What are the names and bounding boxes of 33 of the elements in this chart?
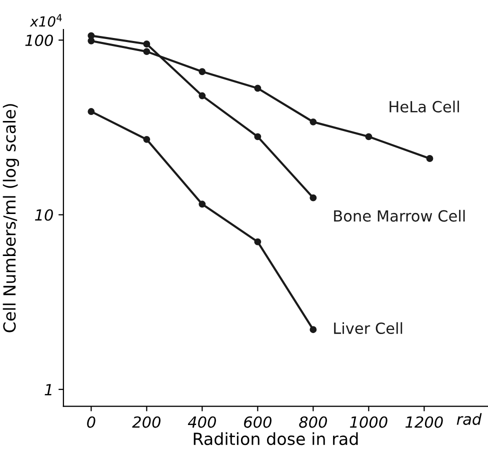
point [254,84,262,92]
point [88,108,95,116]
point [254,133,262,140]
point [310,326,317,334]
x-tick-label: 200 [132,416,160,428]
x-axis-title: Radition dose in rad [194,432,358,446]
point [143,40,150,48]
point [143,48,150,56]
x-tick-label: 400 [188,416,216,428]
text: rad [456,413,482,425]
point [143,136,150,143]
point [198,68,206,76]
y-tick-label: 1 [44,384,52,396]
point [88,32,95,40]
point [426,155,434,162]
y-tick-label: 100 [25,34,53,46]
x-tick-label: 600 [244,416,272,428]
y-axis-title: Cell Numbers/ml (log scale) [2,104,19,332]
point [198,200,206,208]
point [198,92,206,100]
series-label: Bone Marrow Cell [334,210,465,222]
x-tick-label: 1200 [405,416,443,428]
point [254,238,262,246]
text: x10$^{4}$ [30,14,62,27]
point [365,133,372,140]
y-tick-label: 10 [35,209,53,221]
series-label: Liver Cell [334,322,402,334]
point [310,194,317,202]
series-label: HeLa Cell [390,100,459,112]
point [310,118,317,126]
x-tick-label: 0 [87,416,96,428]
x-tick-label: 1000 [350,416,388,428]
x-tick-label: 800 [299,416,327,428]
